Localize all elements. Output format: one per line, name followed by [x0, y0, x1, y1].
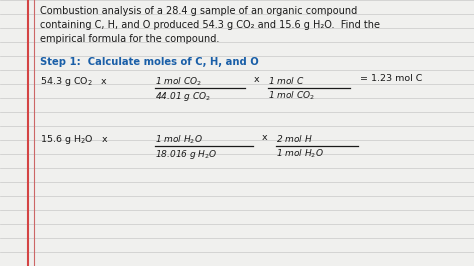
Text: Step 1:  Calculate moles of C, H, and O: Step 1: Calculate moles of C, H, and O — [40, 57, 259, 67]
Text: empirical formula for the compound.: empirical formula for the compound. — [40, 34, 219, 44]
Text: 1 mol $H_2O$: 1 mol $H_2O$ — [155, 133, 203, 146]
Text: x: x — [254, 75, 260, 84]
Text: 1 mol $CO_2$: 1 mol $CO_2$ — [268, 90, 315, 102]
Text: x: x — [262, 133, 268, 142]
Text: 1 mol $CO_2$: 1 mol $CO_2$ — [155, 75, 202, 88]
Text: 1 mol $H_2O$: 1 mol $H_2O$ — [276, 148, 324, 160]
Text: 44.01 g $CO_2$: 44.01 g $CO_2$ — [155, 90, 211, 103]
Text: = 1.23 mol C: = 1.23 mol C — [360, 74, 422, 83]
Text: 2 mol $H$: 2 mol $H$ — [276, 133, 313, 144]
Text: Combustion analysis of a 28.4 g sample of an organic compound: Combustion analysis of a 28.4 g sample o… — [40, 6, 357, 16]
Text: 54.3 g CO$_2$   x: 54.3 g CO$_2$ x — [40, 75, 108, 88]
Text: 18.016 g $H_2O$: 18.016 g $H_2O$ — [155, 148, 218, 161]
Text: 15.6 g H$_2$O   x: 15.6 g H$_2$O x — [40, 133, 109, 146]
Text: 1 mol $C$: 1 mol $C$ — [268, 75, 304, 86]
Text: containing C, H, and O produced 54.3 g CO₂ and 15.6 g H₂O.  Find the: containing C, H, and O produced 54.3 g C… — [40, 20, 380, 30]
